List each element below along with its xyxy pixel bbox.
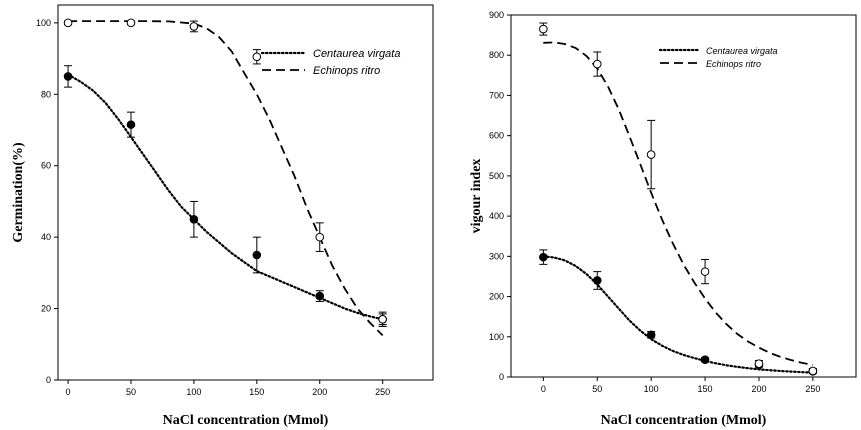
data-point-centaurea [126, 120, 136, 129]
x-tick-label: 150 [249, 387, 264, 397]
x-tick-label: 100 [186, 387, 201, 397]
data-point-centaurea [592, 276, 602, 285]
data-point-centaurea [252, 250, 262, 260]
x-axis-title: NaCl concentration (Mmol) [163, 413, 329, 428]
y-tick-label: 900 [489, 10, 504, 20]
data-point-echinops [315, 232, 325, 242]
y-tick-label: 700 [489, 90, 504, 100]
fit-curve-echinops [68, 20, 384, 337]
y-tick-label: 300 [489, 251, 504, 261]
y-tick-label: 60 [41, 161, 51, 171]
x-tick-label: 50 [592, 384, 602, 394]
x-axis-title: NaCl concentration (Mmol) [601, 413, 767, 428]
x-tick-label: 50 [126, 387, 136, 397]
data-point-centaurea [646, 330, 656, 340]
data-point-centaurea [189, 214, 199, 224]
y-tick-label: 0 [46, 375, 51, 385]
vigour-index-chart: 0 50 100 150 200 250 0 100 200 300 400 500 600 700 800… [469, 10, 857, 428]
y-tick-label: 0 [499, 372, 504, 382]
fit-curve-centaurea [542, 255, 815, 374]
data-point-echinops [63, 18, 73, 28]
x-tick-label: 150 [698, 384, 713, 394]
data-point-centaurea [539, 252, 548, 262]
data-point-echinops [378, 314, 387, 324]
data-point-echinops [700, 267, 710, 276]
fit-curve-echinops [543, 41, 814, 366]
data-point-echinops [808, 366, 818, 376]
x-tick-label: 250 [805, 384, 820, 394]
x-tick-label: 200 [751, 384, 766, 394]
x-tick-label: 200 [312, 387, 327, 397]
y-tick-label: 500 [489, 171, 504, 181]
fit-curve-centaurea [66, 73, 384, 321]
y-tick-label: 100 [36, 18, 51, 28]
legend-label: Centaurea virgata [706, 46, 778, 56]
x-tick-label: 0 [66, 387, 71, 397]
x-tick-label: 250 [375, 387, 390, 397]
data-point-echinops [646, 150, 656, 159]
y-tick-label: 80 [41, 89, 51, 99]
data-point-echinops [754, 359, 764, 369]
y-tick-label: 20 [41, 304, 51, 314]
legend-label: Echinops ritro [313, 65, 380, 77]
y-tick-label: 100 [489, 332, 504, 342]
legend-label: Centaurea virgata [313, 48, 400, 60]
legend-label: Echinops ritro [706, 59, 761, 69]
x-tick-label: 0 [541, 384, 546, 394]
data-point-echinops [189, 22, 199, 31]
y-tick-label: 200 [489, 292, 504, 302]
data-point-echinops [592, 59, 602, 69]
y-tick-label: 600 [489, 131, 504, 141]
y-tick-label: 400 [489, 211, 504, 221]
y-tick-label: 40 [41, 232, 51, 242]
y-tick-label: 800 [489, 50, 504, 60]
plot-frame [510, 14, 857, 378]
y-axis-title: vigour index [469, 159, 484, 234]
data-point-echinops [252, 52, 262, 62]
data-point-echinops [539, 24, 548, 34]
data-point-echinops [126, 18, 136, 28]
plot-frame [57, 4, 434, 381]
data-point-centaurea [700, 355, 710, 365]
y-axis-title: Germination(%) [11, 142, 26, 243]
x-tick-label: 100 [644, 384, 659, 394]
germination-chart: 0 50 100 150 200 250 0 20 40 60 80 100 NaCl concentr… [11, 4, 434, 428]
data-point-centaurea [315, 291, 325, 301]
data-point-centaurea [63, 72, 73, 81]
